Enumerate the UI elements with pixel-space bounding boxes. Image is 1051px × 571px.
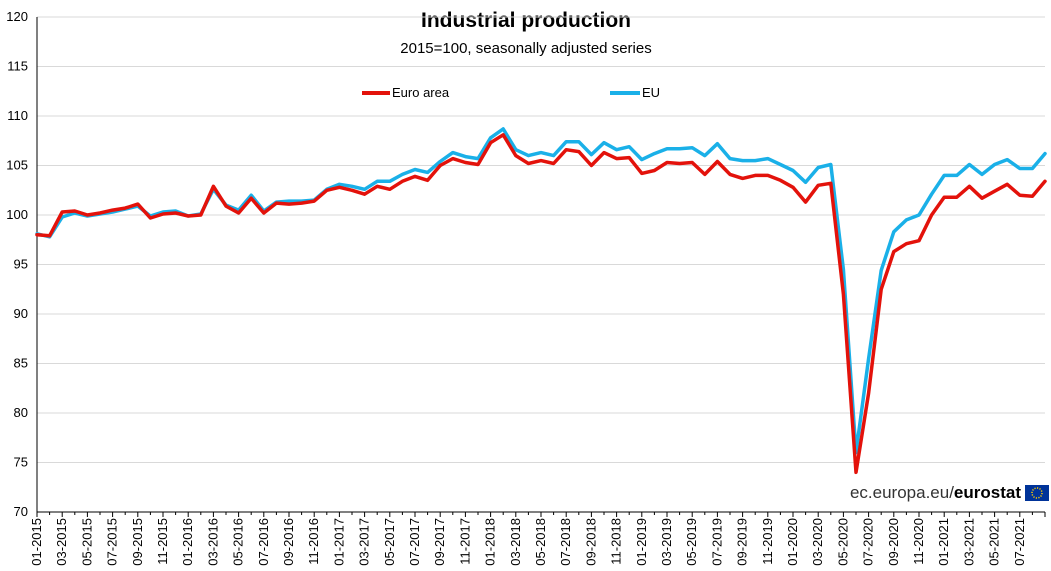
x-tick-label-11-2016: 11-2016 (306, 518, 321, 565)
x-tick-label-03-2021: 03-2021 (961, 518, 976, 566)
x-axis-ticks (36, 512, 1046, 517)
y-axis-tick-labels: 70 75 80 85 90 95 100 105 110 115 120 (6, 9, 28, 519)
x-tick-label-01-2019: 01-2019 (634, 518, 649, 566)
x-axis-tick-labels: 01-2015 03-2015 05-2015 07-2015 09-2015 11-20… (29, 518, 1027, 566)
x-tick-label-03-2020: 03-2020 (810, 518, 825, 566)
x-tick-label-01-2021: 01-2021 (936, 518, 951, 566)
y-tick-label-115: 115 (7, 59, 28, 74)
x-tick-label-01-2020: 01-2020 (785, 518, 800, 566)
x-tick-label-07-2020: 07-2020 (861, 518, 876, 566)
y-tick-label-80: 80 (14, 405, 28, 420)
x-tick-label-03-2017: 03-2017 (357, 518, 372, 566)
source-credit: ec.europa.eu/eurostat (850, 483, 1049, 502)
x-tick-label-05-2018: 05-2018 (533, 518, 548, 566)
y-tick-label-90: 90 (14, 306, 28, 321)
x-tick-label-03-2016: 03-2016 (205, 518, 220, 566)
x-tick-label-03-2019: 03-2019 (659, 518, 674, 566)
x-tick-label-07-2016: 07-2016 (256, 518, 271, 566)
legend: Euro area EU (362, 85, 660, 100)
x-tick-label-11-2015: 11-2015 (155, 518, 170, 565)
series-lines (35, 127, 1047, 475)
x-tick-label-01-2017: 01-2017 (331, 518, 346, 566)
x-tick-label-09-2020: 09-2020 (886, 518, 901, 566)
x-tick-label-03-2018: 03-2018 (508, 518, 523, 566)
source-brand: eurostat (954, 483, 1021, 502)
x-tick-label-01-2015: 01-2015 (29, 518, 44, 566)
x-tick-label-01-2018: 01-2018 (483, 518, 498, 566)
x-tick-label-11-2018: 11-2018 (609, 518, 624, 565)
x-tick-label-07-2021: 07-2021 (1012, 518, 1027, 566)
series-line-eu (35, 127, 1047, 455)
y-tick-label-85: 85 (14, 356, 28, 371)
chart-subtitle: 2015=100, seasonally adjusted series (400, 40, 651, 57)
x-tick-label-05-2019: 05-2019 (684, 518, 699, 566)
y-tick-label-95: 95 (14, 257, 28, 272)
y-tick-label-110: 110 (7, 108, 28, 123)
x-tick-label-05-2015: 05-2015 (79, 518, 94, 566)
x-tick-label-07-2019: 07-2019 (709, 518, 724, 566)
source-site: ec.europa.eu/ (850, 483, 954, 502)
gridlines (37, 16, 1045, 463)
x-tick-label-09-2018: 09-2018 (583, 518, 598, 566)
y-tick-label-120: 120 (6, 9, 28, 24)
x-tick-label-07-2017: 07-2017 (407, 518, 422, 566)
x-tick-label-01-2016: 01-2016 (180, 518, 195, 566)
x-tick-label-07-2018: 07-2018 (558, 518, 573, 566)
x-tick-label-05-2017: 05-2017 (382, 518, 397, 566)
y-tick-label-100: 100 (6, 207, 28, 222)
source-text: ec.europa.eu/eurostat (850, 483, 1021, 502)
x-tick-label-05-2021: 05-2021 (987, 518, 1002, 566)
series-line-euro-area (35, 133, 1047, 475)
x-tick-label-11-2019: 11-2019 (760, 518, 775, 565)
y-tick-label-105: 105 (6, 158, 28, 173)
legend-item-eu: EU (610, 85, 660, 100)
x-tick-label-09-2016: 09-2016 (281, 518, 296, 566)
x-tick-label-09-2015: 09-2015 (130, 518, 145, 566)
x-tick-label-05-2016: 05-2016 (231, 518, 246, 566)
x-tick-label-11-2020: 11-2020 (911, 518, 926, 565)
x-tick-label-11-2017: 11-2017 (457, 518, 472, 565)
x-tick-label-05-2020: 05-2020 (835, 518, 850, 566)
legend-label-eu: EU (642, 85, 660, 100)
x-tick-label-09-2017: 09-2017 (432, 518, 447, 566)
legend-label-euro-area: Euro area (392, 85, 450, 100)
x-tick-label-03-2015: 03-2015 (54, 518, 69, 566)
x-tick-label-07-2015: 07-2015 (105, 518, 120, 566)
y-tick-label-75: 75 (14, 455, 28, 470)
chart-title: Industrial production (421, 9, 631, 32)
x-tick-label-09-2019: 09-2019 (735, 518, 750, 566)
legend-item-euro-area: Euro area (362, 85, 450, 100)
y-tick-label-70: 70 (14, 504, 28, 519)
eu-flag-icon (1025, 485, 1049, 501)
